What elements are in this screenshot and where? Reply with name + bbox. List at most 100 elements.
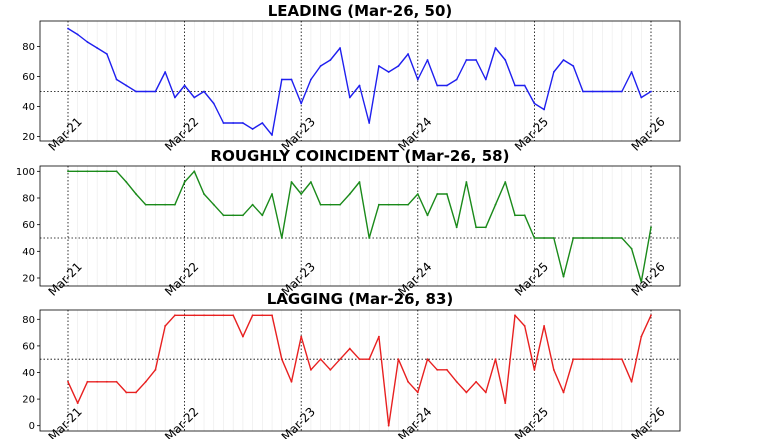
data-point [115, 78, 118, 81]
data-point [591, 90, 594, 93]
data-point [329, 368, 332, 371]
data-point [67, 27, 69, 30]
data-point [523, 325, 526, 327]
data-point [543, 237, 546, 239]
data-point [348, 347, 351, 350]
data-point [416, 78, 419, 81]
data-point [76, 402, 79, 404]
data-point [640, 281, 643, 283]
data-point [504, 402, 507, 404]
data-point [591, 358, 594, 361]
data-point [514, 314, 516, 317]
data-point [105, 380, 108, 383]
data-point [455, 226, 458, 229]
data-point [183, 84, 186, 87]
data-point [650, 314, 652, 317]
y-tick-label: 40 [22, 368, 35, 379]
data-point [173, 314, 176, 317]
data-point [86, 41, 89, 43]
data-point [319, 203, 322, 206]
data-point [387, 203, 390, 206]
data-point [582, 237, 584, 239]
data-point [212, 203, 215, 206]
data-point [271, 314, 273, 317]
data-point [407, 380, 409, 383]
data-point [436, 368, 439, 371]
y-tick-label: 60 [22, 220, 35, 231]
data-point [620, 90, 623, 93]
x-tick-label: Mar-25 [512, 405, 551, 439]
data-point [242, 335, 244, 338]
data-point [135, 193, 137, 195]
data-point [552, 237, 555, 239]
data-point [378, 65, 380, 67]
data-point [222, 214, 225, 217]
data-point [339, 203, 341, 206]
data-point [387, 424, 390, 427]
data-point [280, 237, 283, 239]
data-point [650, 226, 652, 229]
x-tick-label: Mar-24 [395, 405, 434, 439]
x-tick-label: Mar-23 [279, 405, 318, 439]
data-point [494, 358, 497, 361]
x-tick-label: Mar-22 [162, 260, 201, 299]
data-point [611, 358, 614, 361]
data-point [280, 358, 283, 361]
data-point [144, 203, 147, 206]
data-point [611, 90, 614, 93]
data-point [310, 181, 312, 183]
data-point [572, 237, 575, 239]
plot-frame [39, 20, 681, 142]
data-point [426, 358, 429, 361]
data-point [67, 170, 69, 173]
data-point [164, 71, 167, 73]
data-point [601, 90, 604, 93]
chart-title: LAGGING (Mar-26, 83) [267, 290, 454, 308]
data-point [329, 203, 332, 206]
data-point [261, 214, 264, 217]
data-point [416, 391, 419, 394]
y-tick-label: 60 [22, 72, 35, 83]
data-point [504, 181, 507, 183]
data-point [358, 181, 361, 183]
data-point [173, 203, 176, 206]
data-point [348, 96, 351, 99]
data-point [436, 84, 439, 87]
data-point [484, 226, 487, 229]
data-point [261, 314, 264, 317]
data-point [242, 214, 244, 217]
data-point [251, 203, 254, 206]
data-point [348, 193, 351, 195]
data-point [290, 78, 293, 81]
data-point [436, 193, 439, 195]
data-point [426, 214, 429, 217]
data-point [358, 358, 361, 361]
y-tick-label: 20 [22, 395, 35, 406]
data-point [630, 247, 633, 250]
data-point [533, 368, 536, 371]
data-point [271, 134, 273, 136]
data-point [533, 102, 536, 105]
data-point [494, 47, 497, 49]
data-point [242, 122, 244, 124]
data-point [193, 96, 196, 99]
data-point [446, 193, 448, 195]
data-point [135, 391, 137, 394]
chart-panel-2: ROUGHLY COINCIDENT (Mar-26, 58) 20 40 60 80 1… [16, 147, 681, 299]
data-point [572, 358, 575, 361]
data-point [465, 59, 468, 61]
data-point [358, 84, 361, 87]
data-point [601, 358, 604, 361]
data-point [251, 314, 254, 317]
x-tick-label: Mar-26 [629, 405, 668, 439]
data-point [300, 193, 303, 195]
x-tick-label: Mar-26 [629, 115, 668, 154]
data-point [300, 335, 303, 338]
data-point [407, 203, 409, 206]
data-point [67, 380, 69, 383]
x-tick-label: Mar-26 [629, 260, 668, 299]
data-point [601, 237, 604, 239]
data-point [378, 203, 380, 206]
data-point [203, 90, 205, 93]
